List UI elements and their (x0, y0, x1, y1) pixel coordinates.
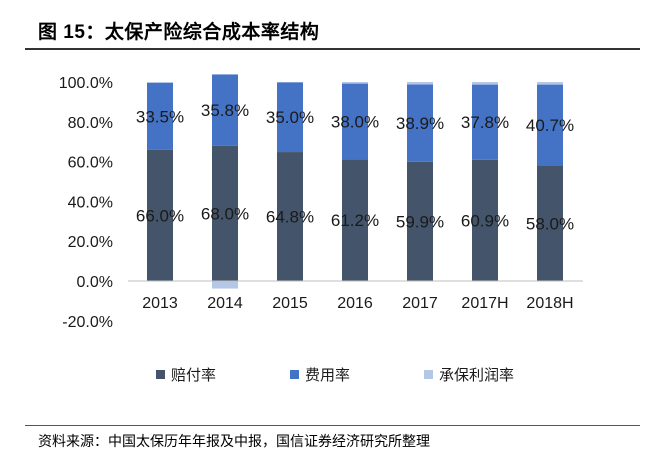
y-tick-label: 100.0% (59, 75, 113, 92)
x-tick-label: 2015 (272, 295, 308, 312)
data-label: 59.9% (396, 212, 444, 231)
data-label: 60.9% (461, 211, 509, 230)
x-tick-label: 2017 (402, 295, 438, 312)
data-label: 61.2% (331, 211, 379, 230)
data-label: 38.9% (396, 114, 444, 133)
data-label: 64.8% (266, 208, 314, 227)
bar-segment (212, 145, 238, 281)
y-axis: 100.0% 80.0% 60.0% 40.0% 20.0% 0.0% -20.0% (59, 75, 113, 331)
bar-segment (407, 161, 433, 281)
source-divider (25, 425, 640, 426)
bar-segment (212, 281, 238, 289)
chart-title: 图 15：太保产险综合成本率结构 (38, 22, 320, 43)
bar-segment (407, 84, 433, 162)
bar-segment (472, 82, 498, 85)
bars (147, 74, 563, 289)
bar-segment (147, 149, 173, 281)
data-label: 58.0% (526, 214, 574, 233)
data-label: 38.0% (331, 112, 379, 131)
data-label: 33.5% (136, 107, 184, 126)
legend-label: 承保利润率 (439, 367, 514, 384)
x-tick-label: 2018H (526, 295, 573, 312)
x-tick-label: 2013 (142, 295, 178, 312)
data-labels: 66.0% 68.0% 64.8% 61.2% 59.9% 60.9% 58.0% 33.5%… (136, 101, 574, 233)
data-label: 40.7% (526, 116, 574, 135)
bar-segment (537, 82, 563, 85)
bar-segment (407, 82, 433, 85)
bar-segment (472, 84, 498, 160)
y-tick-label: 0.0% (77, 274, 113, 291)
legend: 赔付率 费用率 承保利润率 (156, 367, 514, 384)
data-label: 37.8% (461, 113, 509, 132)
bar-segment (472, 159, 498, 281)
y-tick-label: 60.0% (68, 155, 113, 172)
data-label: 35.0% (266, 108, 314, 127)
bar-segment (147, 82, 173, 83)
x-axis: 2013 2014 2015 2016 2017 2017H 2018H (142, 295, 573, 312)
bar-segment (537, 165, 563, 281)
bar-segment (147, 82, 173, 150)
x-tick-label: 2014 (207, 295, 243, 312)
legend-swatch (424, 370, 433, 379)
title-divider (25, 48, 640, 50)
bar-segment (277, 152, 303, 281)
y-tick-label: 40.0% (68, 194, 113, 211)
data-label: 66.0% (136, 206, 184, 225)
source-note: 资料来源：中国太保历年年报及中报，国信证券经济研究所整理 (38, 433, 430, 449)
y-tick-label: -20.0% (62, 314, 113, 331)
legend-label: 费用率 (305, 367, 350, 384)
y-tick-label: 80.0% (68, 115, 113, 132)
y-tick-label: 20.0% (68, 234, 113, 251)
bar-segment (342, 82, 368, 84)
data-label: 68.0% (201, 204, 249, 223)
bar-segment (342, 159, 368, 281)
bar-segment (212, 74, 238, 146)
legend-label: 赔付率 (171, 367, 216, 384)
bar-segment (342, 83, 368, 160)
x-tick-label: 2017H (461, 295, 508, 312)
x-tick-label: 2016 (337, 295, 373, 312)
data-label: 35.8% (201, 101, 249, 120)
legend-swatch (290, 370, 299, 379)
bar-segment (537, 84, 563, 166)
bar-segment (277, 82, 303, 153)
legend-swatch (156, 370, 165, 379)
